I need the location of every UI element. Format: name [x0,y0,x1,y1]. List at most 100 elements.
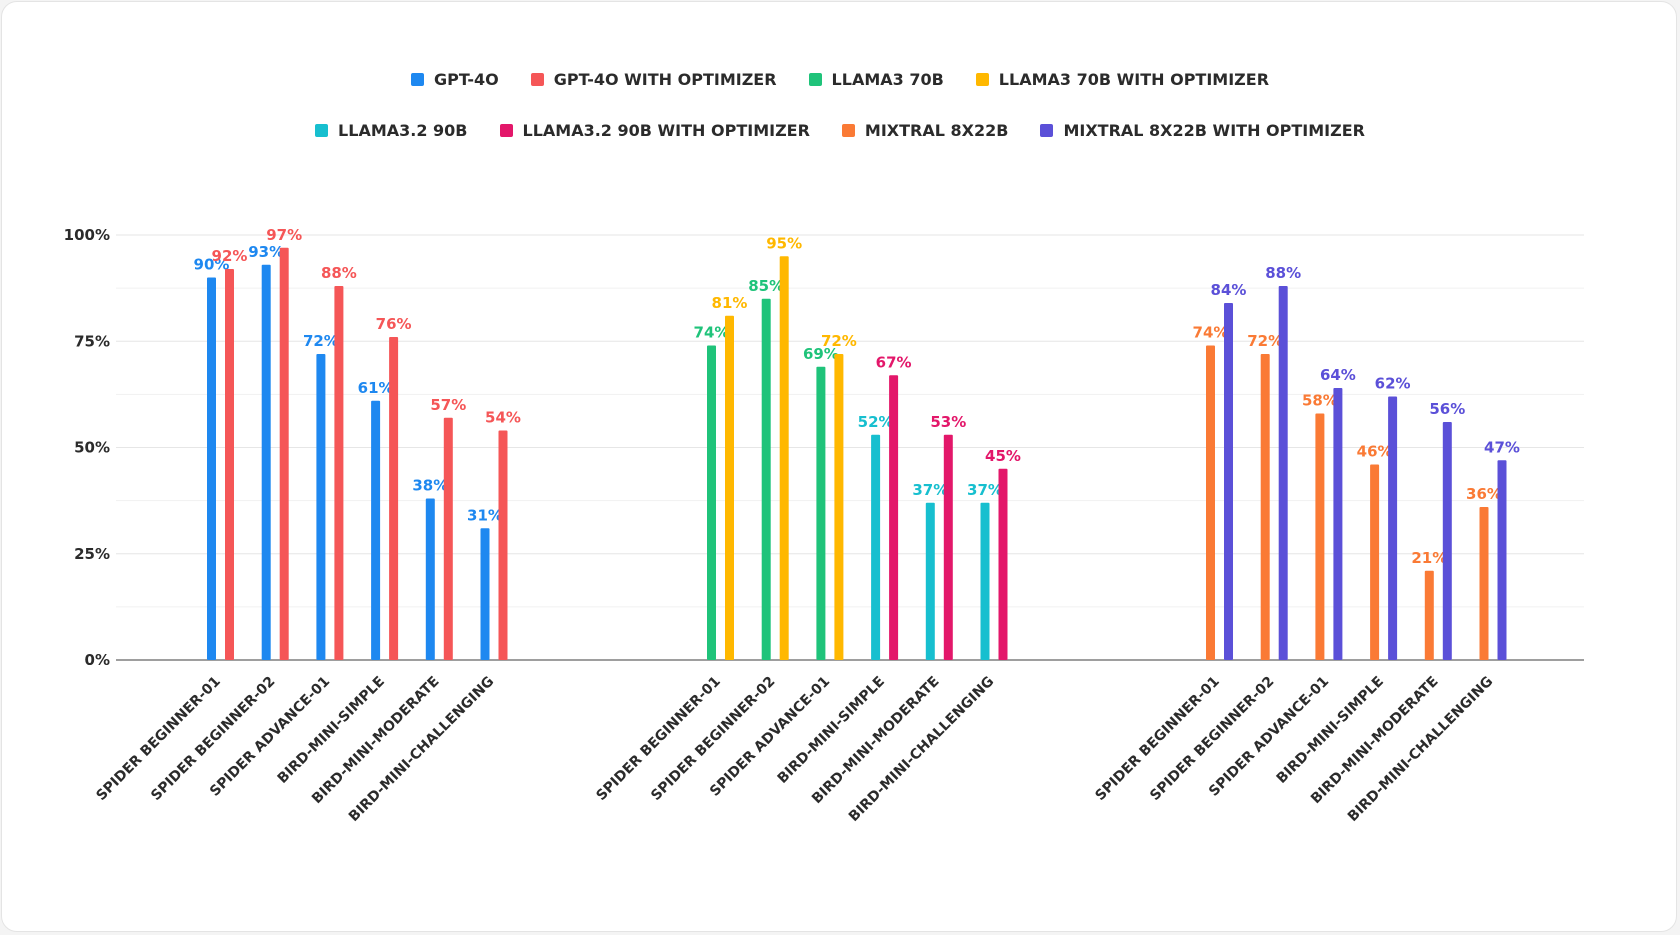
legend-item-mixtral-8x22b-with-optimizer[interactable]: MIXTRAL 8X22B WITH OPTIMIZER [1040,121,1365,140]
data-label: 84% [1211,281,1247,299]
y-tick-label: 50% [74,439,110,457]
data-label: 88% [321,264,357,282]
legend-label: GPT-4O WITH OPTIMIZER [553,69,777,89]
bar [207,277,216,660]
x-tick-label: BIRD-MINI-SIMPLE [275,674,388,787]
bar [425,498,435,660]
bar [1388,396,1398,660]
bar [871,434,881,660]
bar [725,315,734,660]
bar [443,417,453,660]
legend-swatch [975,72,989,86]
legend-item-mixtral-8x22b[interactable]: MIXTRAL 8X22B [841,120,1009,140]
data-label: 52% [858,413,894,431]
bar [1315,413,1325,660]
bar [834,354,844,660]
legend-item-llama3-2-90b-with-optimizer[interactable]: LLAMA3.2 90B WITH OPTIMIZER [499,120,810,140]
data-label: 56% [1429,400,1465,418]
y-tick-label: 75% [74,332,110,350]
bar [279,247,289,660]
data-label: 36% [1466,485,1502,503]
data-label: 47% [1484,438,1520,456]
bar [1224,303,1233,660]
data-label: 72% [821,332,857,350]
legend-item-llama3-70b-with-optimizer[interactable]: LLAMA3 70B WITH OPTIMIZER [975,69,1270,89]
data-label: 54% [485,409,521,427]
y-tick-label: 0% [85,651,110,669]
legend: GPT-4O GPT-4O WITH OPTIMIZER LLAMA3 70B … [2,64,1676,166]
data-label: 31% [467,506,503,524]
bar [1278,286,1288,660]
legend-swatch [808,72,822,86]
legend-label: GPT-4O [433,69,499,89]
legend-swatch [1040,123,1054,137]
data-label: 90% [194,256,230,274]
data-label: 45% [985,447,1021,465]
data-label: 57% [430,396,466,414]
legend-item-llama3-2-90b[interactable]: LLAMA3.2 90B [315,120,468,140]
legend-swatch [841,123,855,137]
bar [707,345,716,660]
bar [498,430,508,660]
bar [1497,460,1507,660]
y-tick-label: 25% [74,545,110,563]
bar [998,468,1008,660]
data-label: 64% [1320,366,1356,384]
legend-swatch [315,123,329,137]
legend-swatch [410,72,424,86]
bar [943,434,953,660]
legend-label: MIXTRAL 8X22B [864,120,1009,140]
data-label: 95% [766,234,802,252]
legend-swatch [499,123,513,137]
data-label: 58% [1302,392,1338,410]
data-label: 81% [712,294,748,312]
bar [1206,345,1215,660]
legend-label: LLAMA3 70B [831,69,944,89]
legend-label: LLAMA3.2 90B [338,120,468,140]
data-label: 74% [1193,324,1229,342]
bar [225,269,234,660]
legend-item-gpt-4o-with-optimizer[interactable]: GPT-4O WITH OPTIMIZER [530,69,777,89]
bar [816,366,826,660]
y-tick-label: 100% [64,226,110,244]
data-label: 67% [876,353,912,371]
data-label: 62% [1375,375,1411,393]
data-label: 72% [303,332,339,350]
bar [779,256,789,660]
data-label: 76% [376,315,412,333]
bar [261,264,271,660]
x-tick-label: BIRD-MINI-SIMPLE [1274,674,1387,787]
bar [1333,388,1343,660]
data-label: 92% [212,247,248,265]
data-label: 93% [248,243,284,261]
data-label: 88% [1265,264,1301,282]
bar [480,528,490,660]
legend-row-1: GPT-4O GPT-4O WITH OPTIMIZER LLAMA3 70B … [2,64,1676,94]
bar [371,400,381,660]
bar [334,286,344,660]
data-label: 69% [803,345,839,363]
legend-item-llama3-70b[interactable]: LLAMA3 70B [808,69,944,89]
bar [889,375,899,660]
data-label: 38% [412,477,448,495]
data-label: 97% [266,226,302,244]
bar [1260,354,1270,660]
bar [1424,570,1434,660]
data-label: 72% [1247,332,1283,350]
data-label: 37% [912,481,948,499]
data-label: 21% [1411,549,1447,567]
data-label: 61% [358,379,394,397]
bar [925,502,935,660]
bar [1442,422,1452,660]
legend-label: LLAMA3.2 90B WITH OPTIMIZER [522,120,810,140]
legend-label: LLAMA3 70B WITH OPTIMIZER [998,69,1270,89]
legend-row-2: LLAMA3.2 90B LLAMA3.2 90B WITH OPTIMIZER… [2,115,1676,145]
legend-swatch [530,72,544,86]
legend-item-gpt-4o[interactable]: GPT-4O [410,69,499,89]
bar [1370,464,1380,660]
bar [761,298,771,660]
data-label: 46% [1357,443,1393,461]
data-label: 53% [930,413,966,431]
